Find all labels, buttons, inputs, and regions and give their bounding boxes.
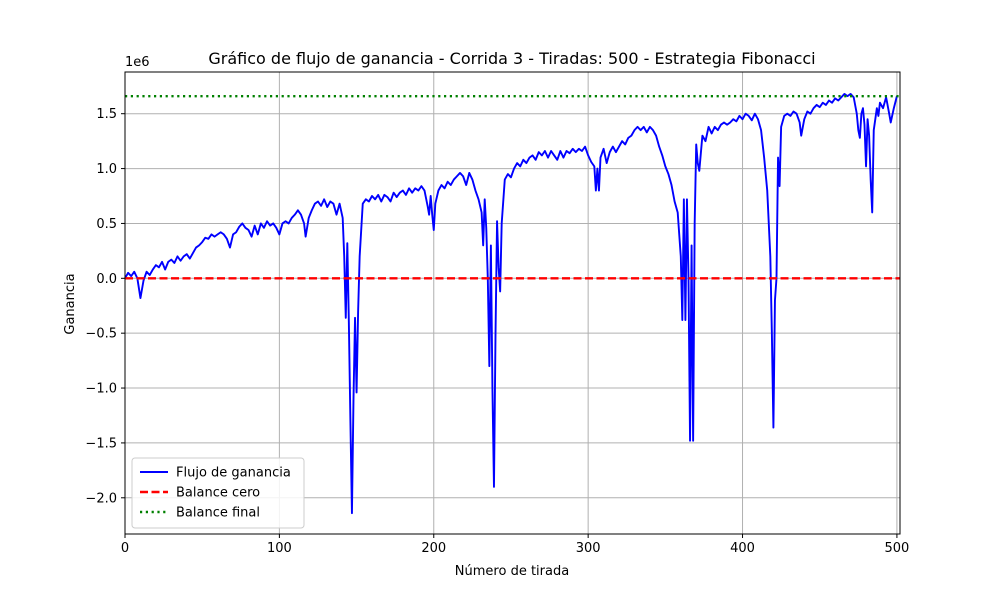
y-axis-label: Ganancia — [63, 273, 78, 334]
legend-entry: Balance cero — [176, 486, 260, 501]
series-layer — [124, 93, 900, 515]
plot-frame — [124, 71, 901, 535]
legend-entry: Balance final — [176, 506, 260, 521]
x-tick-label: 300 — [576, 541, 601, 556]
y-tick-label: 0.0 — [96, 272, 117, 287]
x-axis-label: Número de tirada — [455, 564, 569, 579]
legend: Flujo de ganancia Balance cero Balance fin… — [131, 457, 305, 529]
y-tick-label: −1.5 — [85, 436, 117, 451]
ticks: 0 100 200 300 400 500 −2.0 −1.5 −1.0 −0.5 0.0 0.5 1.… — [85, 107, 909, 556]
y-tick-label: 1.0 — [96, 162, 117, 177]
y-tick-label: −0.5 — [85, 327, 117, 342]
legend-box — [131, 457, 305, 529]
chart-title: Gráfico de flujo de ganancia - Corrida 3… — [208, 49, 815, 68]
x-tick-label: 500 — [884, 541, 909, 556]
y-tick-label: −2.0 — [85, 491, 117, 506]
legend-entry: Flujo de ganancia — [176, 466, 291, 481]
x-tick-label: 200 — [421, 541, 446, 556]
series-line-flujo-de-ganancia — [124, 93, 898, 515]
x-tick-label: 100 — [267, 541, 292, 556]
x-tick-label: 0 — [121, 541, 129, 556]
y-tick-label: −1.0 — [85, 382, 117, 397]
y-offset-label: 1e6 — [125, 55, 150, 70]
y-tick-label: 0.5 — [96, 217, 117, 232]
y-tick-label: 1.5 — [96, 107, 117, 122]
x-tick-label: 400 — [730, 541, 755, 556]
